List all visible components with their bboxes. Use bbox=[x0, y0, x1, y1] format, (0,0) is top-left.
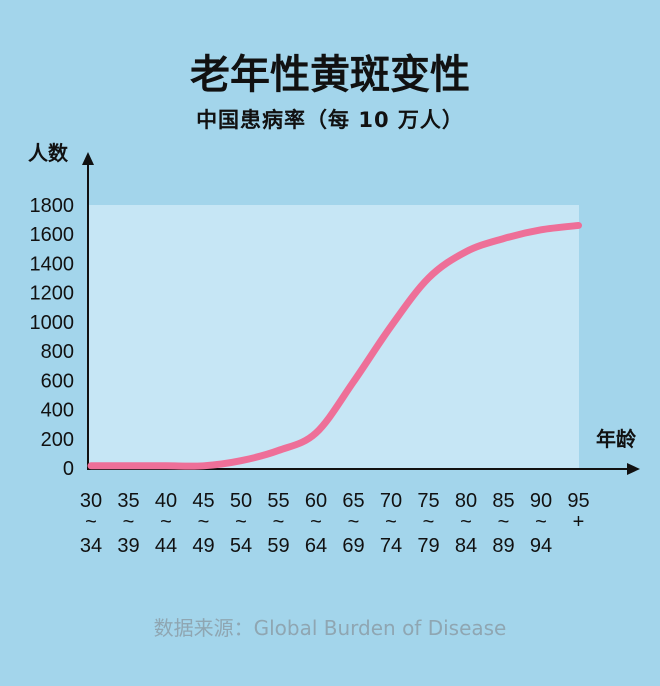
x-tick-label-start: 40 bbox=[155, 490, 177, 512]
x-tick-label-end: 59 bbox=[267, 535, 289, 557]
x-tick-label-start: 50 bbox=[230, 490, 252, 512]
y-tick-label: 400 bbox=[41, 400, 74, 422]
data-source-note: 数据来源：Global Burden of Disease bbox=[153, 616, 507, 640]
x-tick-label-start: 45 bbox=[192, 490, 214, 512]
y-tick-label: 800 bbox=[41, 341, 74, 363]
x-tick-label-start: 60 bbox=[305, 490, 327, 512]
x-tick-label-end: 74 bbox=[380, 535, 402, 557]
y-tick-labels: 0 200 400 600 800 1000 1200 1400 1600 1800 bbox=[30, 195, 75, 480]
x-tick-label-separator: ~ bbox=[423, 511, 435, 533]
y-tick-label: 1400 bbox=[30, 253, 75, 275]
x-tick-label-start: 30 bbox=[80, 490, 102, 512]
x-axis-title: 年龄 bbox=[596, 427, 637, 451]
x-tick-label-separator: ~ bbox=[235, 511, 247, 533]
x-tick-label-separator: ~ bbox=[273, 511, 285, 533]
x-tick-label-end: 79 bbox=[417, 535, 439, 557]
x-tick-label-end: 94 bbox=[530, 535, 552, 557]
x-tick-label-separator: ~ bbox=[348, 511, 360, 533]
y-tick-label: 200 bbox=[41, 429, 74, 451]
plot-area bbox=[88, 205, 579, 468]
x-tick-label-separator: ~ bbox=[198, 511, 210, 533]
x-tick-label-start: 85 bbox=[492, 490, 514, 512]
x-tick-label-start: 70 bbox=[380, 490, 402, 512]
x-tick-label-separator: ~ bbox=[460, 511, 472, 533]
x-tick-label-end: 44 bbox=[155, 535, 177, 557]
x-tick-labels: 30~3435~3940~4445~4950~5455~5960~6465~69… bbox=[80, 490, 590, 557]
x-tick-label-separator: ~ bbox=[160, 511, 172, 533]
y-tick-label: 1000 bbox=[30, 312, 75, 334]
x-tick-label-end: 49 bbox=[192, 535, 214, 557]
y-tick-label: 1800 bbox=[30, 195, 75, 217]
x-tick-label-end: 84 bbox=[455, 535, 477, 557]
series-line bbox=[87, 221, 582, 470]
x-tick-label-start: 80 bbox=[455, 490, 477, 512]
x-tick-label-start: 90 bbox=[530, 490, 552, 512]
x-tick-label-separator: ~ bbox=[535, 511, 547, 533]
x-axis-arrow bbox=[627, 463, 640, 475]
x-tick-label-separator: ~ bbox=[498, 511, 510, 533]
y-tick-label: 0 bbox=[63, 458, 74, 480]
x-tick-label-end: 89 bbox=[492, 535, 514, 557]
chart-subtitle: 中国患病率（每 10 万人） bbox=[196, 108, 464, 132]
x-tick-label-end: 54 bbox=[230, 535, 252, 557]
x-tick-label-start: 35 bbox=[117, 490, 139, 512]
x-tick-label-start: 95 bbox=[567, 490, 589, 512]
x-tick-label-end: 34 bbox=[80, 535, 102, 557]
x-tick-label-end: 39 bbox=[117, 535, 139, 557]
x-tick-label-separator: ~ bbox=[385, 511, 397, 533]
x-tick-label-start: 75 bbox=[417, 490, 439, 512]
x-tick-label-end: 69 bbox=[342, 535, 364, 557]
y-axis-arrow bbox=[82, 152, 94, 165]
x-tick-label-separator: ~ bbox=[123, 511, 135, 533]
y-axis-title: 人数 bbox=[28, 141, 69, 165]
x-tick-label-separator: + bbox=[573, 511, 585, 533]
x-tick-label-start: 65 bbox=[342, 490, 364, 512]
chart-title: 老年性黄斑变性 bbox=[190, 52, 470, 98]
x-tick-label-separator: ~ bbox=[310, 511, 322, 533]
y-tick-label: 600 bbox=[41, 370, 74, 392]
x-tick-label-start: 55 bbox=[267, 490, 289, 512]
x-tick-label-separator: ~ bbox=[85, 511, 97, 533]
y-tick-label: 1600 bbox=[30, 224, 75, 246]
y-tick-label: 1200 bbox=[30, 283, 75, 305]
x-tick-label-end: 64 bbox=[305, 535, 327, 557]
